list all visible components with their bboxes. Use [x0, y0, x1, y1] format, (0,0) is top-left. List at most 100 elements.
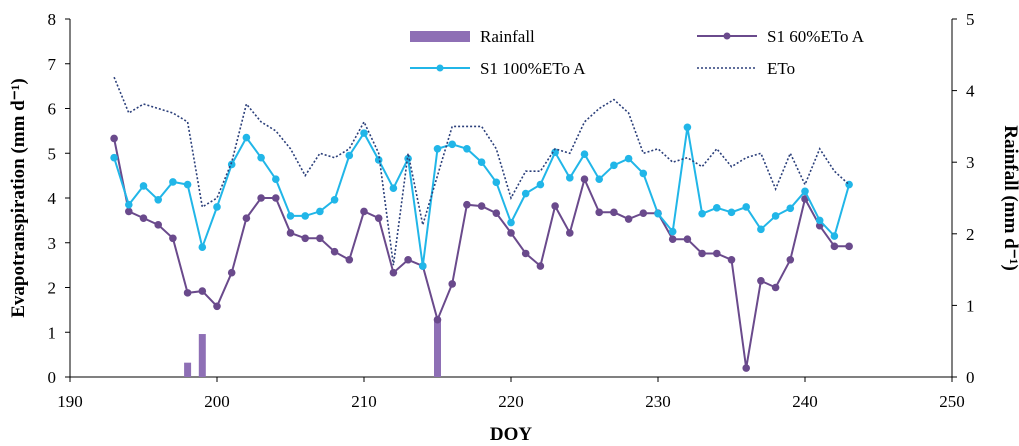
data-point-s1-60-eto-a [742, 364, 750, 372]
x-tick-label: 210 [351, 392, 377, 411]
left-y-tick-label: 8 [48, 10, 57, 29]
data-point-s1-60-eto-a [595, 208, 603, 217]
left-y-tick-label: 3 [48, 234, 57, 253]
right-y-axis-title: Rainfall (mm d⁻¹) [1000, 125, 1019, 271]
data-point-s1-60-eto-a [389, 268, 398, 277]
data-point-s1-60-eto-a [507, 229, 515, 237]
data-point-s1-60-eto-a [698, 249, 706, 258]
data-point-s1-100-eto-a [463, 144, 471, 153]
right-y-tick-label: 3 [966, 153, 975, 172]
left-y-axis-title: Evapotranspiration (mm d⁻¹) [8, 78, 29, 318]
data-point-s1-60-eto-a [771, 283, 780, 292]
data-point-s1-100-eto-a [815, 216, 824, 225]
data-point-s1-60-eto-a [727, 255, 736, 264]
data-point-s1-60-eto-a [286, 229, 295, 237]
x-tick-label: 200 [204, 392, 230, 411]
data-point-s1-60-eto-a [242, 214, 251, 222]
data-point-s1-100-eto-a [110, 153, 118, 162]
data-point-s1-60-eto-a [110, 134, 118, 143]
data-point-s1-60-eto-a [580, 175, 589, 184]
right-y-tick-label: 4 [966, 82, 975, 101]
data-point-s1-100-eto-a [580, 150, 589, 158]
left-y-tick-label: 1 [48, 323, 57, 342]
data-point-s1-60-eto-a [139, 214, 148, 222]
data-point-s1-60-eto-a [345, 255, 354, 264]
data-point-s1-60-eto-a [551, 202, 559, 210]
data-point-s1-100-eto-a [727, 208, 736, 217]
data-point-s1-60-eto-a [404, 255, 412, 264]
data-point-s1-100-eto-a [345, 151, 354, 160]
data-point-s1-100-eto-a [272, 175, 280, 184]
x-tick-label: 230 [645, 392, 671, 411]
data-point-s1-100-eto-a [360, 129, 368, 137]
left-y-tick-label: 5 [48, 144, 57, 163]
data-point-s1-100-eto-a [757, 225, 765, 234]
data-point-s1-60-eto-a [272, 194, 280, 202]
data-point-s1-100-eto-a [477, 158, 486, 166]
right-y-tick-label: 1 [966, 296, 975, 315]
data-point-s1-60-eto-a [477, 202, 486, 210]
left-y-axis-ticks: 0 1 2 3 4 5 6 7 8 [48, 10, 70, 387]
data-point-s1-100-eto-a [492, 178, 501, 187]
legend-swatch-rainfall [410, 31, 470, 42]
data-point-s1-60-eto-a [227, 268, 236, 277]
data-point-s1-60-eto-a [521, 249, 530, 258]
data-point-s1-100-eto-a [448, 140, 457, 149]
data-point-s1-100-eto-a [389, 184, 398, 192]
data-point-s1-100-eto-a [595, 175, 603, 184]
rainfall-bar [198, 334, 206, 377]
data-point-s1-60-eto-a [830, 242, 839, 251]
data-point-s1-100-eto-a [198, 243, 207, 252]
data-point-s1-100-eto-a [610, 161, 618, 170]
data-point-s1-60-eto-a [713, 249, 721, 258]
data-point-s1-100-eto-a [301, 212, 310, 220]
data-point-s1-100-eto-a [536, 180, 545, 189]
data-point-s1-60-eto-a [433, 315, 442, 324]
legend-label-rainfall: Rainfall [480, 27, 535, 46]
legend-marker-s1-60 [723, 32, 731, 40]
data-point-s1-60-eto-a [536, 262, 545, 270]
data-point-s1-100-eto-a [566, 174, 574, 182]
x-axis-title: DOY [490, 424, 533, 445]
x-tick-label: 220 [498, 392, 524, 411]
rainfall-bars [184, 319, 441, 377]
series-line-s1-100-eto-a [113, 127, 851, 267]
data-point-s1-60-eto-a [448, 280, 457, 288]
data-point-s1-100-eto-a [654, 209, 662, 218]
data-point-s1-100-eto-a [698, 209, 706, 218]
x-tick-label: 240 [792, 392, 818, 411]
data-point-s1-100-eto-a [330, 195, 339, 204]
data-point-s1-100-eto-a [213, 203, 221, 211]
data-point-s1-60-eto-a [683, 235, 692, 243]
legend-label-s1-100: S1 100%ETo A [480, 59, 586, 78]
data-point-s1-100-eto-a [169, 178, 177, 186]
data-point-s1-60-eto-a [125, 207, 133, 216]
data-point-s1-60-eto-a [198, 287, 207, 295]
data-point-s1-100-eto-a [242, 133, 251, 142]
data-point-s1-60-eto-a [374, 214, 383, 222]
data-point-s1-100-eto-a [683, 123, 692, 132]
right-y-tick-label: 0 [966, 368, 975, 387]
x-axis-ticks: 190 200 210 220 230 240 250 [57, 377, 965, 411]
legend-label-s1-60: S1 60%ETo A [767, 27, 865, 46]
data-point-s1-60-eto-a [639, 209, 648, 218]
data-point-s1-100-eto-a [316, 207, 324, 216]
data-point-s1-60-eto-a [624, 215, 633, 223]
series-line-eto [113, 76, 850, 266]
data-point-s1-60-eto-a [154, 221, 162, 229]
data-point-s1-60-eto-a [492, 209, 501, 218]
legend: Rainfall S1 60%ETo A S1 100%ETo A ETo [410, 27, 865, 78]
series-line-s1-60-eto-a [113, 138, 850, 369]
data-point-s1-100-eto-a [742, 203, 750, 211]
data-point-s1-100-eto-a [830, 232, 839, 240]
legend-label-eto: ETo [767, 59, 795, 78]
right-y-axis-ticks: 0 1 2 3 4 5 [952, 10, 975, 387]
data-point-s1-60-eto-a [257, 194, 265, 202]
rainfall-bar [184, 362, 192, 377]
x-tick-label: 190 [57, 392, 83, 411]
data-point-s1-100-eto-a [286, 212, 295, 220]
right-y-tick-label: 5 [966, 10, 975, 29]
data-point-s1-60-eto-a [316, 234, 324, 243]
data-point-s1-100-eto-a [668, 227, 677, 236]
